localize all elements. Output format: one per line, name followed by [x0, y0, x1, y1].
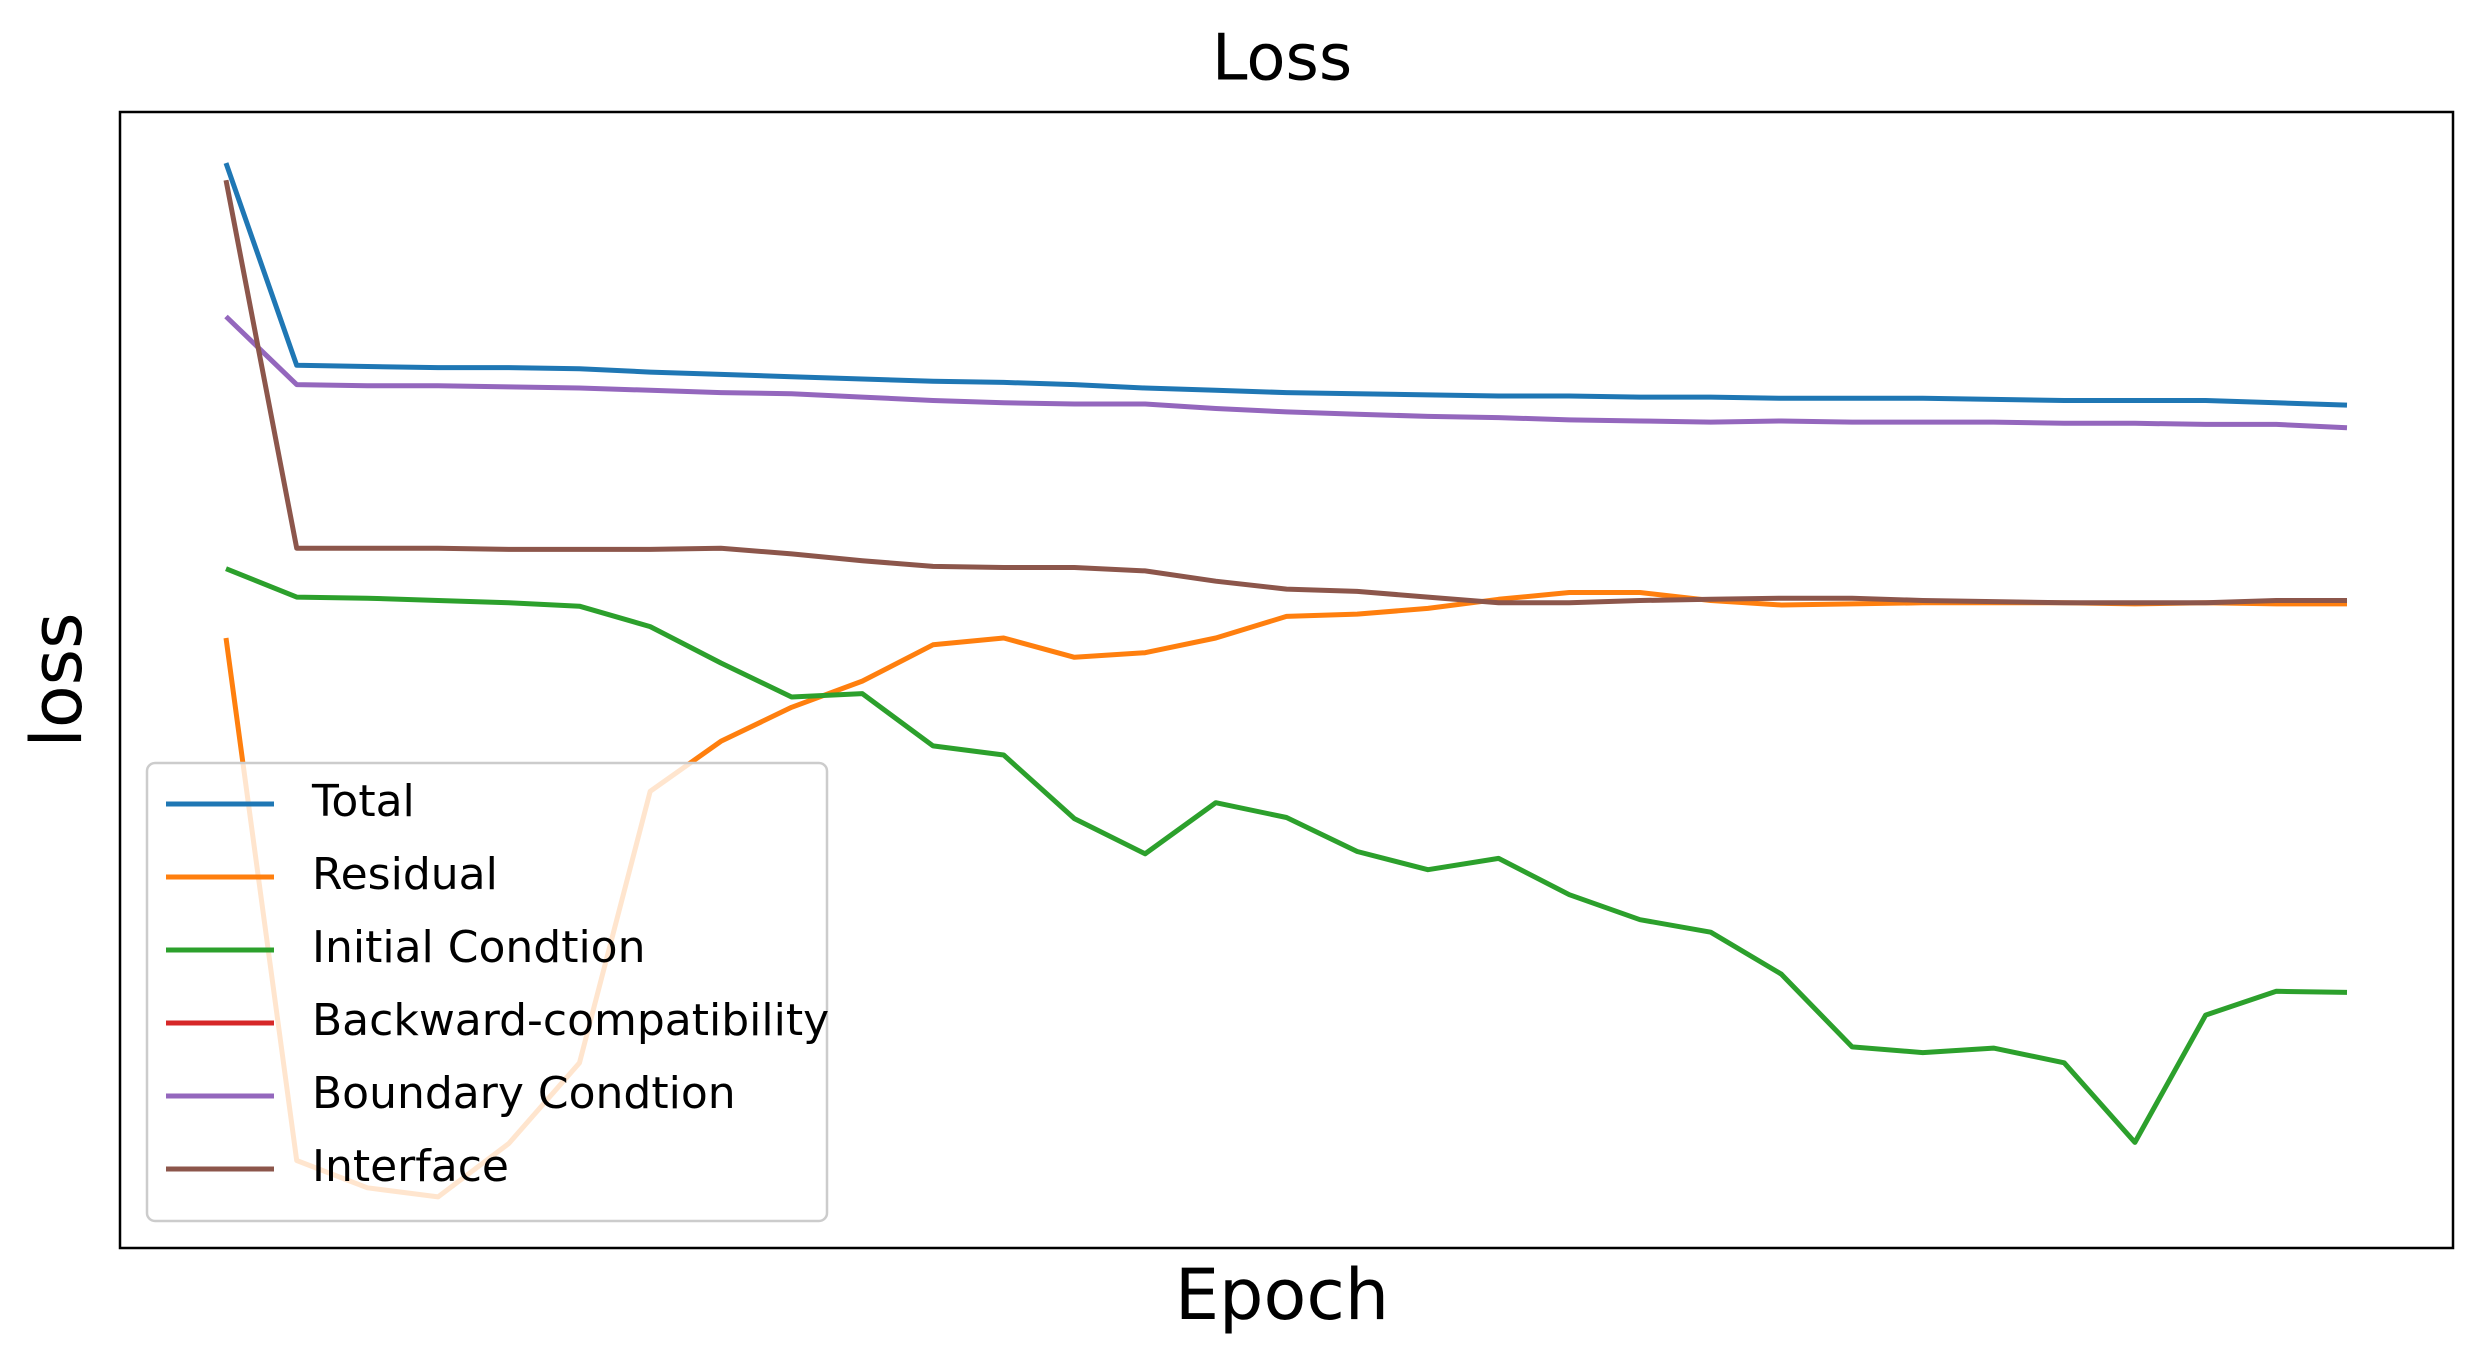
plot-frame	[118, 110, 2455, 1250]
series-line	[223, 162, 2348, 408]
series-line	[223, 179, 2347, 606]
y-axis-label: loss	[16, 612, 98, 747]
legend-box	[145, 761, 829, 1223]
series-line	[225, 566, 2348, 1145]
legend: Total Residual Initial Condtion Backward-co…	[145, 761, 829, 1223]
x-axis-label: Epoch	[1175, 1254, 1389, 1336]
chart-title: Loss	[1212, 22, 1352, 96]
series-line	[224, 314, 2348, 431]
legend-label: Initial Condtion	[312, 922, 645, 973]
legend-label: Backward-compatibility	[312, 995, 829, 1046]
legend-label: Total	[311, 776, 415, 827]
legend-label: Residual	[312, 849, 498, 900]
legend-label: Interface	[312, 1141, 509, 1192]
legend-label: Boundary Condtion	[312, 1068, 736, 1119]
